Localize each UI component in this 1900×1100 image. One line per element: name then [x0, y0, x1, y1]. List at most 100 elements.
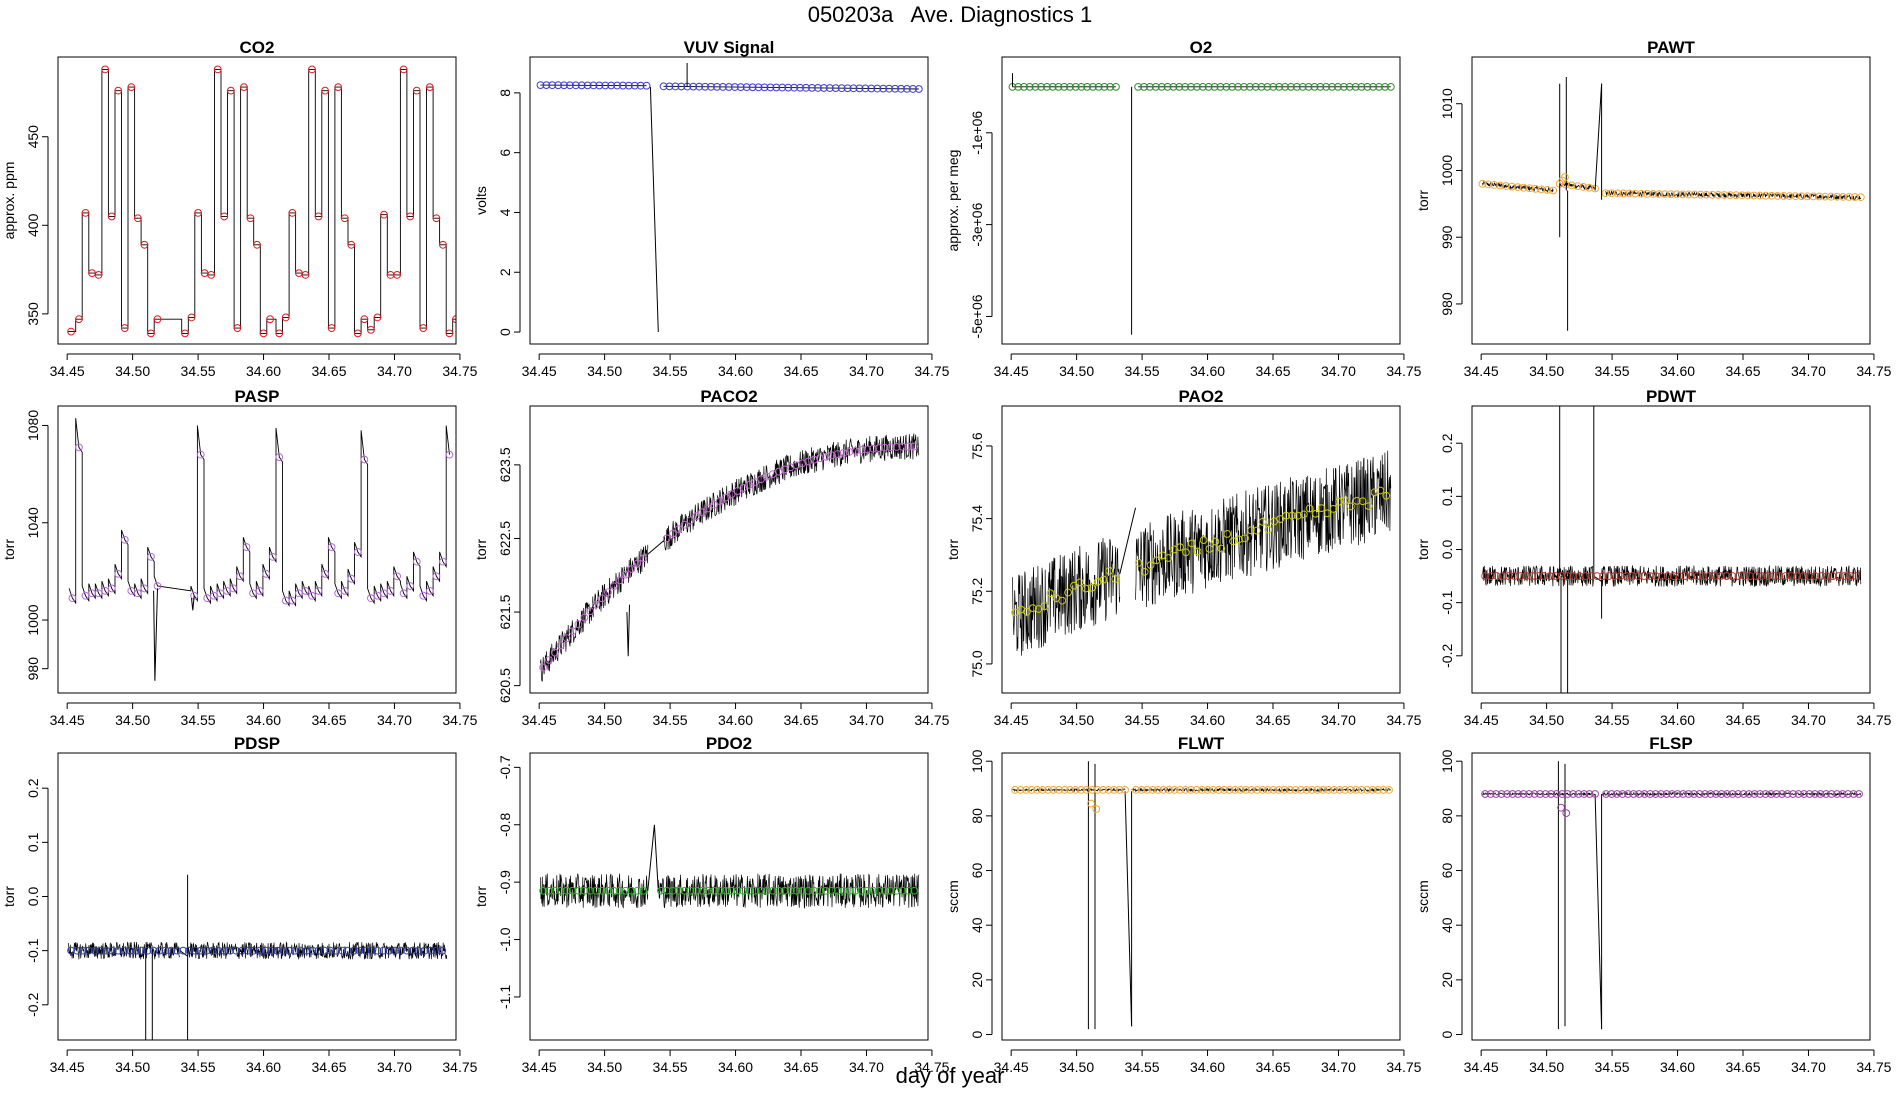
data-point	[1761, 191, 1770, 200]
y-axis-title: volts	[473, 186, 489, 215]
data-point	[1855, 790, 1863, 798]
x-tick-label: 34.50	[115, 712, 150, 728]
data-point	[1275, 82, 1284, 91]
data-point	[1203, 786, 1212, 794]
data-point	[1811, 572, 1819, 580]
data-point	[380, 589, 388, 598]
data-point	[209, 591, 218, 600]
data-point	[1610, 572, 1619, 580]
x-tick-label: 34.75	[442, 363, 477, 379]
data-point	[1738, 191, 1746, 200]
data-point	[75, 315, 83, 324]
data-point	[1245, 82, 1254, 91]
data-point	[562, 634, 571, 643]
data-point	[880, 443, 889, 452]
data-point	[1767, 191, 1776, 200]
data-point	[340, 586, 349, 595]
data-point	[592, 886, 601, 895]
data-point	[1181, 82, 1190, 91]
data-point	[662, 886, 671, 895]
data-point	[1352, 786, 1360, 794]
series-line	[663, 433, 920, 551]
data-point	[1269, 82, 1278, 91]
data-point	[267, 946, 276, 955]
y-axis-title: torr	[1415, 190, 1431, 211]
data-point	[255, 946, 264, 955]
data-point	[281, 313, 290, 322]
data-point	[1838, 790, 1847, 798]
data-point	[1193, 547, 1202, 556]
data-point	[1827, 790, 1836, 798]
data-point	[851, 446, 860, 455]
y-tick-label: 75.0	[969, 650, 985, 677]
data-point	[1716, 572, 1725, 580]
x-tick-label: 34.70	[1791, 1059, 1826, 1075]
data-point	[161, 946, 170, 955]
y-tick-label: -0.2	[1439, 644, 1455, 668]
gap-line	[647, 824, 659, 891]
y-tick-label: 990	[1439, 225, 1455, 249]
y-tick-label: 620.5	[497, 668, 513, 703]
data-point	[1154, 786, 1162, 794]
y-tick-label: 0.1	[25, 832, 41, 852]
data-point	[1839, 192, 1847, 201]
data-point	[242, 543, 251, 551]
data-point	[1187, 539, 1196, 548]
data-point	[81, 591, 90, 600]
data-point	[334, 589, 343, 598]
spike-line	[1594, 83, 1603, 191]
data-point	[1536, 790, 1544, 798]
data-point	[1497, 790, 1506, 798]
data-point	[721, 493, 730, 502]
data-point	[1666, 190, 1675, 199]
data-point	[1275, 786, 1283, 794]
data-point	[1508, 790, 1517, 798]
data-point	[898, 442, 907, 451]
data-point	[131, 946, 140, 955]
data-point	[739, 886, 748, 895]
data-point	[680, 886, 689, 895]
data-point	[1669, 572, 1678, 580]
data-point	[1374, 786, 1382, 794]
data-point	[1347, 502, 1355, 511]
data-point	[190, 946, 199, 955]
plot-frame	[1001, 752, 1401, 1041]
data-point	[659, 82, 668, 91]
data-point	[208, 946, 217, 955]
data-point	[1543, 186, 1552, 194]
data-point	[1803, 192, 1812, 201]
data-point	[1291, 786, 1300, 794]
data-point	[114, 569, 123, 578]
data-point	[892, 886, 901, 895]
data-point	[1681, 572, 1690, 580]
y-tick-label: -5e+06	[969, 294, 985, 338]
series-line	[1135, 450, 1392, 608]
data-point	[308, 591, 316, 600]
y-tick-label: 100	[1439, 749, 1455, 773]
data-point	[1769, 572, 1778, 580]
data-point	[1193, 82, 1201, 91]
data-point	[733, 886, 742, 895]
data-point	[1516, 572, 1525, 580]
data-point	[1376, 486, 1385, 495]
data-point	[420, 946, 429, 955]
data-point	[715, 886, 724, 895]
data-point	[1779, 192, 1788, 200]
data-point	[1302, 786, 1311, 794]
y-tick-label: 621.5	[497, 594, 513, 629]
x-tick-label: 34.60	[1190, 363, 1225, 379]
data-point	[713, 82, 721, 91]
data-point	[1043, 82, 1051, 91]
data-point	[819, 84, 828, 92]
data-point	[353, 329, 362, 338]
data-point	[414, 946, 423, 955]
data-point	[1684, 790, 1693, 798]
data-point	[294, 589, 303, 598]
data-point	[760, 83, 769, 92]
x-tick-label: 34.60	[718, 712, 753, 728]
data-point	[1346, 786, 1355, 794]
y-tick-label: 4	[497, 208, 513, 216]
data-point	[1525, 790, 1533, 798]
data-point	[273, 946, 282, 955]
data-point	[560, 81, 568, 90]
